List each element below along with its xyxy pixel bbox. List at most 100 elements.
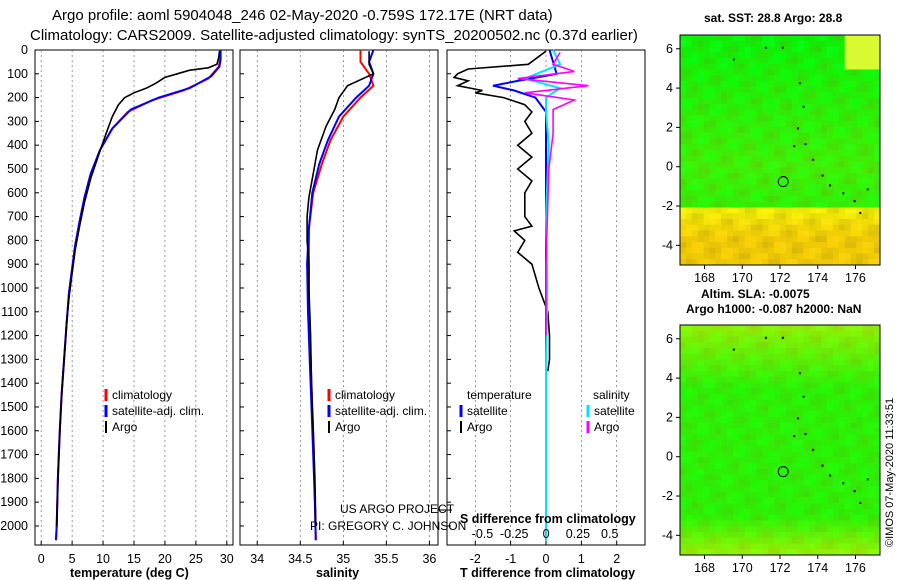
map-cell <box>691 549 698 556</box>
map-cell <box>721 58 728 65</box>
map-cell <box>727 75 734 82</box>
map-cell <box>697 178 704 185</box>
map-cell <box>732 491 740 498</box>
map-cell <box>703 207 710 214</box>
map-cell <box>756 207 763 214</box>
map-cell <box>785 35 793 42</box>
map-cell <box>727 242 734 249</box>
map-cell <box>750 144 757 151</box>
map-cell <box>756 92 763 99</box>
map-cell <box>862 440 869 447</box>
map-cell <box>762 428 769 435</box>
map-cell <box>862 247 869 254</box>
map-cell <box>797 104 804 111</box>
map-cell <box>762 388 769 395</box>
map-cell <box>762 230 769 237</box>
map-cell <box>750 336 757 343</box>
map-cell <box>738 115 745 122</box>
map-cell <box>715 40 722 47</box>
map-cell <box>697 359 704 366</box>
map-cell <box>697 127 704 134</box>
map-cell <box>850 497 857 504</box>
map-cell <box>844 371 851 378</box>
map-cell <box>685 219 693 226</box>
map-cell <box>738 69 745 76</box>
map-cell <box>838 532 845 539</box>
map-cell <box>832 69 840 76</box>
map-cell <box>844 138 851 145</box>
map-cell <box>844 342 851 349</box>
map-cell <box>791 451 798 458</box>
map-cell <box>868 388 875 395</box>
map-cell <box>727 236 734 243</box>
map-cell <box>768 184 775 191</box>
map-x-tick-label: 174 <box>807 561 828 575</box>
map-cell <box>791 253 798 260</box>
map-cell <box>821 376 828 383</box>
map-cell <box>844 155 851 162</box>
map-cell <box>809 81 816 88</box>
map-cell <box>803 167 810 174</box>
map-cell <box>856 132 863 139</box>
map-cell <box>721 468 728 475</box>
map-cell <box>703 219 710 226</box>
map-cell <box>744 486 751 493</box>
map-cell <box>750 428 757 435</box>
map-cell <box>803 359 810 366</box>
map-cell <box>821 440 828 447</box>
map-cell <box>809 230 816 237</box>
map-cell <box>838 365 845 372</box>
map-cell <box>768 394 775 401</box>
legend-label-argo: Argo <box>335 420 361 434</box>
map-cell <box>850 201 857 208</box>
map-cell <box>862 417 869 424</box>
map-cell <box>762 247 769 254</box>
map-cell <box>809 457 816 464</box>
map-cell <box>850 422 857 429</box>
map-cell <box>821 184 828 191</box>
map-cell <box>850 86 857 93</box>
map-cell <box>856 411 863 418</box>
map-cell <box>727 201 734 208</box>
map-cell <box>815 474 822 481</box>
map-cell <box>750 353 757 360</box>
map-cell <box>756 514 763 521</box>
map-cell <box>738 247 745 254</box>
map-cell <box>744 480 751 487</box>
map-cell <box>827 405 834 412</box>
map-cell <box>797 196 804 203</box>
map-cell <box>850 463 857 470</box>
map-cell <box>809 388 816 395</box>
map-cell <box>791 491 798 498</box>
map-cell <box>791 132 798 139</box>
map-cell <box>774 46 781 53</box>
map-cell <box>768 81 775 88</box>
map-cell <box>832 104 840 111</box>
map-cell <box>874 109 881 116</box>
map-cell <box>874 184 881 191</box>
map-cell <box>697 207 704 214</box>
map-cell <box>838 46 845 53</box>
map-cell <box>850 75 857 82</box>
map-cell <box>756 150 763 157</box>
map-cell <box>715 520 722 527</box>
map-cell <box>868 486 875 493</box>
map-cell <box>815 207 822 214</box>
map-cell <box>868 109 875 116</box>
map-cell <box>791 440 798 447</box>
map-cell <box>721 549 728 556</box>
map-cell <box>815 236 822 243</box>
map-cell <box>785 336 793 343</box>
map-cell <box>732 371 740 378</box>
legend-label-climatology: climatology <box>112 388 172 402</box>
map-cell <box>827 549 834 556</box>
map-cell <box>691 526 698 533</box>
map-cell <box>838 173 845 180</box>
map-cell <box>721 417 728 424</box>
map-cell <box>856 371 863 378</box>
map-cell <box>844 121 851 128</box>
map-cell <box>874 388 881 395</box>
map-cell <box>685 526 693 533</box>
map-cell <box>715 353 722 360</box>
map-cell <box>744 230 751 237</box>
